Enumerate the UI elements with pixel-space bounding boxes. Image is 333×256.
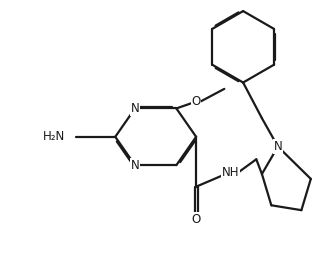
Text: N: N — [131, 102, 140, 115]
Text: N: N — [131, 159, 140, 172]
Text: NH: NH — [222, 166, 239, 179]
Text: N: N — [273, 140, 282, 153]
Text: O: O — [191, 213, 201, 226]
Text: O: O — [191, 95, 201, 108]
Text: H₂N: H₂N — [43, 130, 65, 143]
